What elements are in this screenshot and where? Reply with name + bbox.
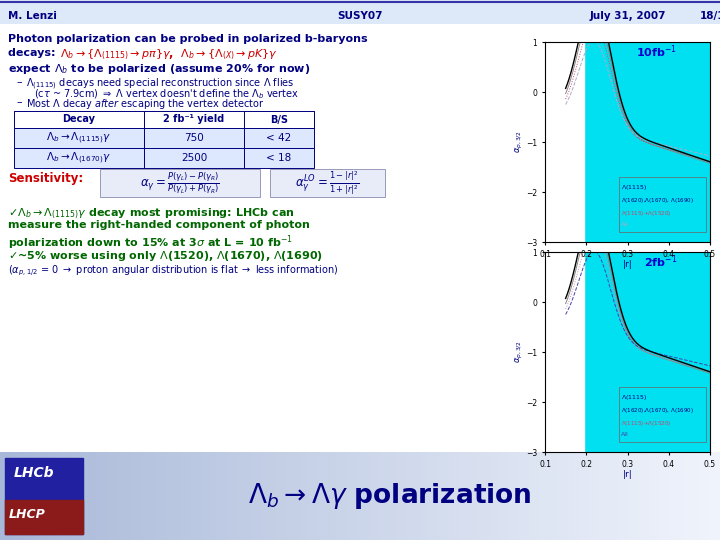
Text: Decay: Decay [63,114,96,125]
Text: All: All [621,222,629,227]
Text: $\Lambda_b \rightarrow \Lambda\gamma$ polarization: $\Lambda_b \rightarrow \Lambda\gamma$ po… [248,481,532,511]
Y-axis label: $\alpha_{p,3/2}$: $\alpha_{p,3/2}$ [513,131,525,153]
Text: decays:: decays: [8,48,59,58]
Bar [619,177,706,232]
Text: M. Lenzi: M. Lenzi [8,11,57,21]
Text: LHCb: LHCb [14,466,55,480]
Bar [5,458,83,534]
Bar [144,128,244,148]
Text: polarization down to 15% at 3$\sigma$ at L = 10 fb$^{-1}$: polarization down to 15% at 3$\sigma$ at… [8,233,293,252]
Text: $\Lambda_b \rightarrow \Lambda_{(1115)}\gamma$: $\Lambda_b \rightarrow \Lambda_{(1115)}\… [47,130,112,146]
Bar [144,148,244,168]
Text: $\Lambda$(1620),$\Lambda$(1670), $\Lambda$(1690): $\Lambda$(1620),$\Lambda$(1670), $\Lambd… [621,196,694,205]
Text: All: All [621,432,629,437]
Bar [5,500,83,534]
Text: July 31, 2007: July 31, 2007 [590,11,667,21]
Text: B/S: B/S [270,114,288,125]
X-axis label: |r|: |r| [623,470,632,479]
Text: 750: 750 [184,133,204,143]
Text: Most $\Lambda$ decay $after$ escaping the vertex detector: Most $\Lambda$ decay $after$ escaping th… [26,97,264,111]
Text: $\Lambda_b \rightarrow \Lambda_{(1670)}\gamma$: $\Lambda_b \rightarrow \Lambda_{(1670)}\… [47,150,112,166]
Bar [14,111,144,128]
Text: $\alpha_\gamma^{LO} = \frac{1 - |r|^2}{1 + |r|^2}$: $\alpha_\gamma^{LO} = \frac{1 - |r|^2}{1… [295,170,360,197]
X-axis label: |r|: |r| [623,260,632,269]
Text: measure the right-handed component of photon: measure the right-handed component of ph… [8,220,310,230]
Text: Sensitivity:: Sensitivity: [8,172,84,185]
Bar [244,128,314,148]
Text: $\Lambda$(1115): $\Lambda$(1115) [621,184,648,192]
Text: $\checkmark\Lambda_b \rightarrow \Lambda_{(1115)}\gamma$ decay most promising: L: $\checkmark\Lambda_b \rightarrow \Lambda… [8,207,294,221]
Text: $\checkmark$~5% worse using only $\Lambda$(1520), $\Lambda$(1670), $\Lambda$(169: $\checkmark$~5% worse using only $\Lambd… [8,249,323,263]
Bar [619,387,706,442]
Text: LHCP: LHCP [9,508,46,521]
Text: $\alpha_\gamma = \frac{P(\gamma_L) - P(\gamma_R)}{P(\gamma_L) + P(\gamma_R)}$: $\alpha_\gamma = \frac{P(\gamma_L) - P(\… [140,170,220,196]
Text: 2fb$^{-1}$: 2fb$^{-1}$ [644,254,678,271]
Bar [545,252,584,452]
Bar [100,169,260,197]
Text: 18/19: 18/19 [700,11,720,21]
Text: Photon polarization can be probed in polarized b-baryons: Photon polarization can be probed in pol… [8,34,368,44]
Bar [144,111,244,128]
Text: $\Lambda$(1115)+$\Lambda$(1520): $\Lambda$(1115)+$\Lambda$(1520) [621,208,672,218]
Text: $\Lambda$(1115): $\Lambda$(1115) [621,394,648,402]
Text: < 18: < 18 [266,153,292,163]
Bar [14,111,314,128]
Text: expect $\Lambda_b$ to be polarized (assume 20% for now): expect $\Lambda_b$ to be polarized (assu… [8,62,310,76]
Text: < 42: < 42 [266,133,292,143]
Bar [14,148,144,168]
Text: $\Lambda$(1620),$\Lambda$(1670), $\Lambda$(1690): $\Lambda$(1620),$\Lambda$(1670), $\Lambd… [621,406,694,415]
Text: (c$\tau$ ~ 7.9cm) $\Rightarrow$ $\Lambda$ vertex doesn't define the $\Lambda_b$ : (c$\tau$ ~ 7.9cm) $\Rightarrow$ $\Lambda… [34,87,300,100]
Text: SUSY07: SUSY07 [337,11,383,21]
Bar [244,111,314,128]
Y-axis label: $\alpha_{p,3/2}$: $\alpha_{p,3/2}$ [513,341,525,363]
Text: 2 fb⁻¹ yield: 2 fb⁻¹ yield [163,114,225,125]
Bar [14,128,144,148]
Text: –: – [16,77,22,87]
Text: $\Lambda$(1115)+$\Lambda$(1520): $\Lambda$(1115)+$\Lambda$(1520) [621,418,672,428]
Text: 2500: 2500 [181,153,207,163]
Text: –: – [16,97,22,107]
Bar [244,148,314,168]
Text: ($\alpha_{p,1/2}$ = 0 $\rightarrow$ proton angular distribution is flat $\righta: ($\alpha_{p,1/2}$ = 0 $\rightarrow$ prot… [8,264,338,279]
Bar [545,42,584,242]
Text: 10fb$^{-1}$: 10fb$^{-1}$ [636,44,677,60]
Bar [270,169,385,197]
Text: $\Lambda_b \rightarrow \{\Lambda_{(1115)} \rightarrow p\pi\}\gamma$,  $\Lambda_b: $\Lambda_b \rightarrow \{\Lambda_{(1115)… [60,48,278,63]
Text: $\Lambda_{(1115)}$ decays need special reconstruction since $\Lambda$ flies: $\Lambda_{(1115)}$ decays need special r… [26,77,294,92]
